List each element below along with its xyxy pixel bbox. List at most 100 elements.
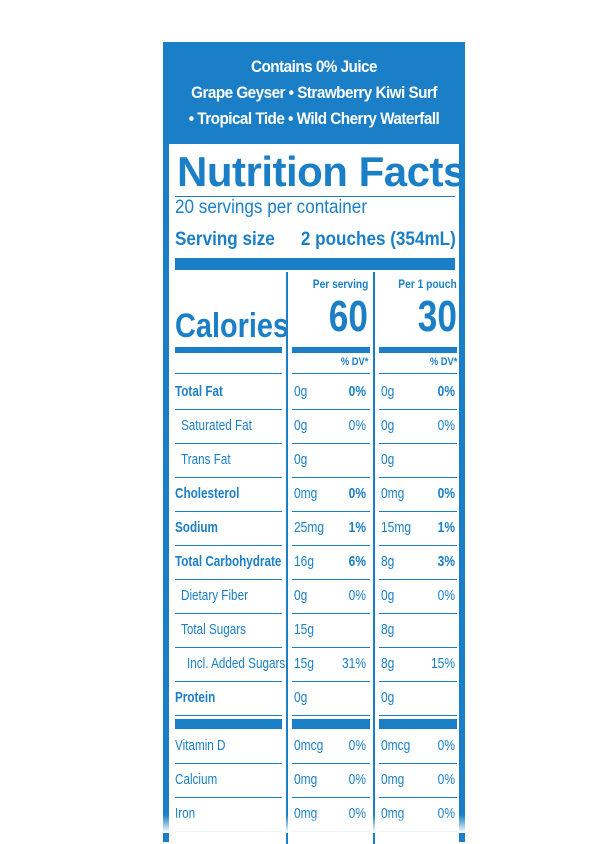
- nutrient-dv-pouch: 0%: [437, 417, 455, 434]
- vitamin-dv-pouch: 0%: [437, 771, 455, 788]
- calories-rule-mid: [292, 347, 370, 353]
- row-rule: [292, 511, 370, 512]
- vitamin-dv-pouch: 0%: [437, 737, 455, 754]
- nutrient-amount-pouch: 0mg: [381, 485, 405, 502]
- nutrient-row: Total Sugars 15g 8g: [169, 613, 459, 647]
- vitamin-dv-serving: 0%: [348, 737, 366, 754]
- row-rule: [379, 511, 457, 512]
- vitamin-name: Vitamin D: [175, 737, 226, 754]
- row-rule: [292, 763, 370, 764]
- row-rule: [175, 545, 282, 546]
- row-rule: [379, 681, 457, 682]
- row-rule: [292, 613, 370, 614]
- vitamin-row: Vitamin D 0mcg 0% 0mcg 0%: [169, 729, 459, 763]
- title-rule: [175, 196, 455, 197]
- nutrient-dv-pouch: 0%: [437, 383, 455, 400]
- dv-header-pouch: % DV*: [429, 356, 457, 368]
- nutrient-name: Total Sugars: [181, 621, 247, 638]
- row-rule: [379, 797, 457, 798]
- nutrient-row: Saturated Fat 0g 0% 0g 0%: [169, 409, 459, 443]
- nutrient-name: Protein: [175, 689, 216, 706]
- nutrient-dv-pouch: 0%: [437, 485, 455, 502]
- nutrient-dv-serving: 0%: [348, 383, 366, 400]
- vitamin-amount-pouch: 0mcg: [381, 737, 411, 754]
- nutrient-amount-pouch: 0g: [381, 689, 395, 706]
- nutrient-dv-serving: 0%: [348, 587, 366, 604]
- calories-per-pouch: 30: [417, 292, 457, 341]
- vitamin-amount-serving: 0mcg: [294, 737, 324, 754]
- nutrient-amount-pouch: 0g: [381, 417, 395, 434]
- row-rule: [379, 715, 457, 716]
- nutrient-amount-pouch: 8g: [381, 621, 395, 638]
- row-rule: [175, 715, 282, 716]
- row-rule: [175, 719, 282, 729]
- row-rule: [175, 763, 282, 764]
- nutrient-dv-serving: 0%: [348, 485, 366, 502]
- nutrient-dv-serving: 6%: [348, 553, 366, 570]
- nutrient-row: Trans Fat 0g 0g: [169, 443, 459, 477]
- row-rule: [379, 579, 457, 580]
- nutrient-amount-serving: 16g: [294, 553, 315, 570]
- header-line-3: • Tropical Tide • Wild Cherry Waterfall: [188, 109, 440, 128]
- nutrient-dv-serving: 31%: [341, 655, 366, 672]
- nutrient-name: Saturated Fat: [181, 417, 252, 434]
- nutrient-amount-serving: 25mg: [294, 519, 325, 536]
- row-rule: [175, 511, 282, 512]
- nutrient-dv-serving: 1%: [348, 519, 366, 536]
- row-rule: [379, 647, 457, 648]
- nutrient-row: Incl. Added Sugars 15g 31% 8g 15%: [169, 647, 459, 681]
- vitamin-row: Calcium 0mg 0% 0mg 0%: [169, 763, 459, 797]
- thick-rule: [175, 258, 455, 270]
- row-rule: [292, 409, 370, 410]
- row-rule: [175, 477, 282, 478]
- row-rule: [379, 373, 457, 374]
- vitamin-name: Calcium: [175, 771, 218, 788]
- row-rule: [175, 613, 282, 614]
- nutrient-amount-serving: 0g: [294, 451, 308, 468]
- nutrient-dv-serving: 0%: [348, 417, 366, 434]
- row-rule: [175, 373, 282, 374]
- nutrient-row: Total Carbohydrate 16g 6% 8g 3%: [169, 545, 459, 579]
- header-line-2: Grape Geyser • Strawberry Kiwi Surf: [191, 83, 437, 102]
- row-rule: [292, 719, 370, 729]
- calories-rule-right: [379, 347, 457, 353]
- nutrient-amount-pouch: 0g: [381, 587, 395, 604]
- dv-header-serving: % DV*: [340, 356, 368, 368]
- per-serving-header: Per serving: [312, 277, 368, 291]
- nutrient-amount-pouch: 0g: [381, 383, 395, 400]
- nutrient-name: Trans Fat: [181, 451, 231, 468]
- nutrient-name: Cholesterol: [175, 485, 240, 502]
- facts-panel: Nutrition Facts 20 servings per containe…: [169, 144, 466, 844]
- nutrient-dv-pouch: 1%: [437, 519, 455, 536]
- nutrient-amount-pouch: 8g: [381, 553, 395, 570]
- nutrient-amount-pouch: 15mg: [381, 519, 412, 536]
- nutrient-amount-serving: 0g: [294, 417, 308, 434]
- nutrient-amount-serving: 0mg: [294, 485, 318, 502]
- row-rule: [292, 715, 370, 716]
- nutrient-name: Total Fat: [175, 383, 223, 400]
- row-rule: [292, 477, 370, 478]
- nutrient-amount-pouch: 8g: [381, 655, 395, 672]
- nutrient-name: Sodium: [175, 519, 218, 536]
- column-divider-1: [286, 272, 288, 844]
- label-header: Contains 0% Juice Grape Geyser • Strawbe…: [178, 42, 450, 142]
- row-rule: [379, 719, 457, 729]
- row-rule: [379, 409, 457, 410]
- per-pouch-header: Per 1 pouch: [398, 277, 457, 291]
- calories-per-serving: 60: [328, 292, 368, 341]
- serving-size: Serving size 2 pouches (354mL): [175, 228, 456, 252]
- row-rule: [379, 763, 457, 764]
- nutrient-amount-serving: 0g: [294, 587, 308, 604]
- nutrient-name: Dietary Fiber: [181, 587, 248, 604]
- vitamin-amount-serving: 0mg: [294, 771, 318, 788]
- row-rule: [292, 579, 370, 580]
- nutrient-amount-serving: 0g: [294, 689, 308, 706]
- column-divider-2: [373, 272, 375, 844]
- vitamin-dv-serving: 0%: [348, 771, 366, 788]
- row-rule: [175, 443, 282, 444]
- nutrition-facts-title: Nutrition Facts: [177, 148, 466, 195]
- calories-label: Calories: [175, 307, 290, 345]
- nutrient-dv-pouch: 3%: [437, 553, 455, 570]
- serving-size-value: 2 pouches (354mL): [300, 229, 456, 250]
- row-rule: [292, 545, 370, 546]
